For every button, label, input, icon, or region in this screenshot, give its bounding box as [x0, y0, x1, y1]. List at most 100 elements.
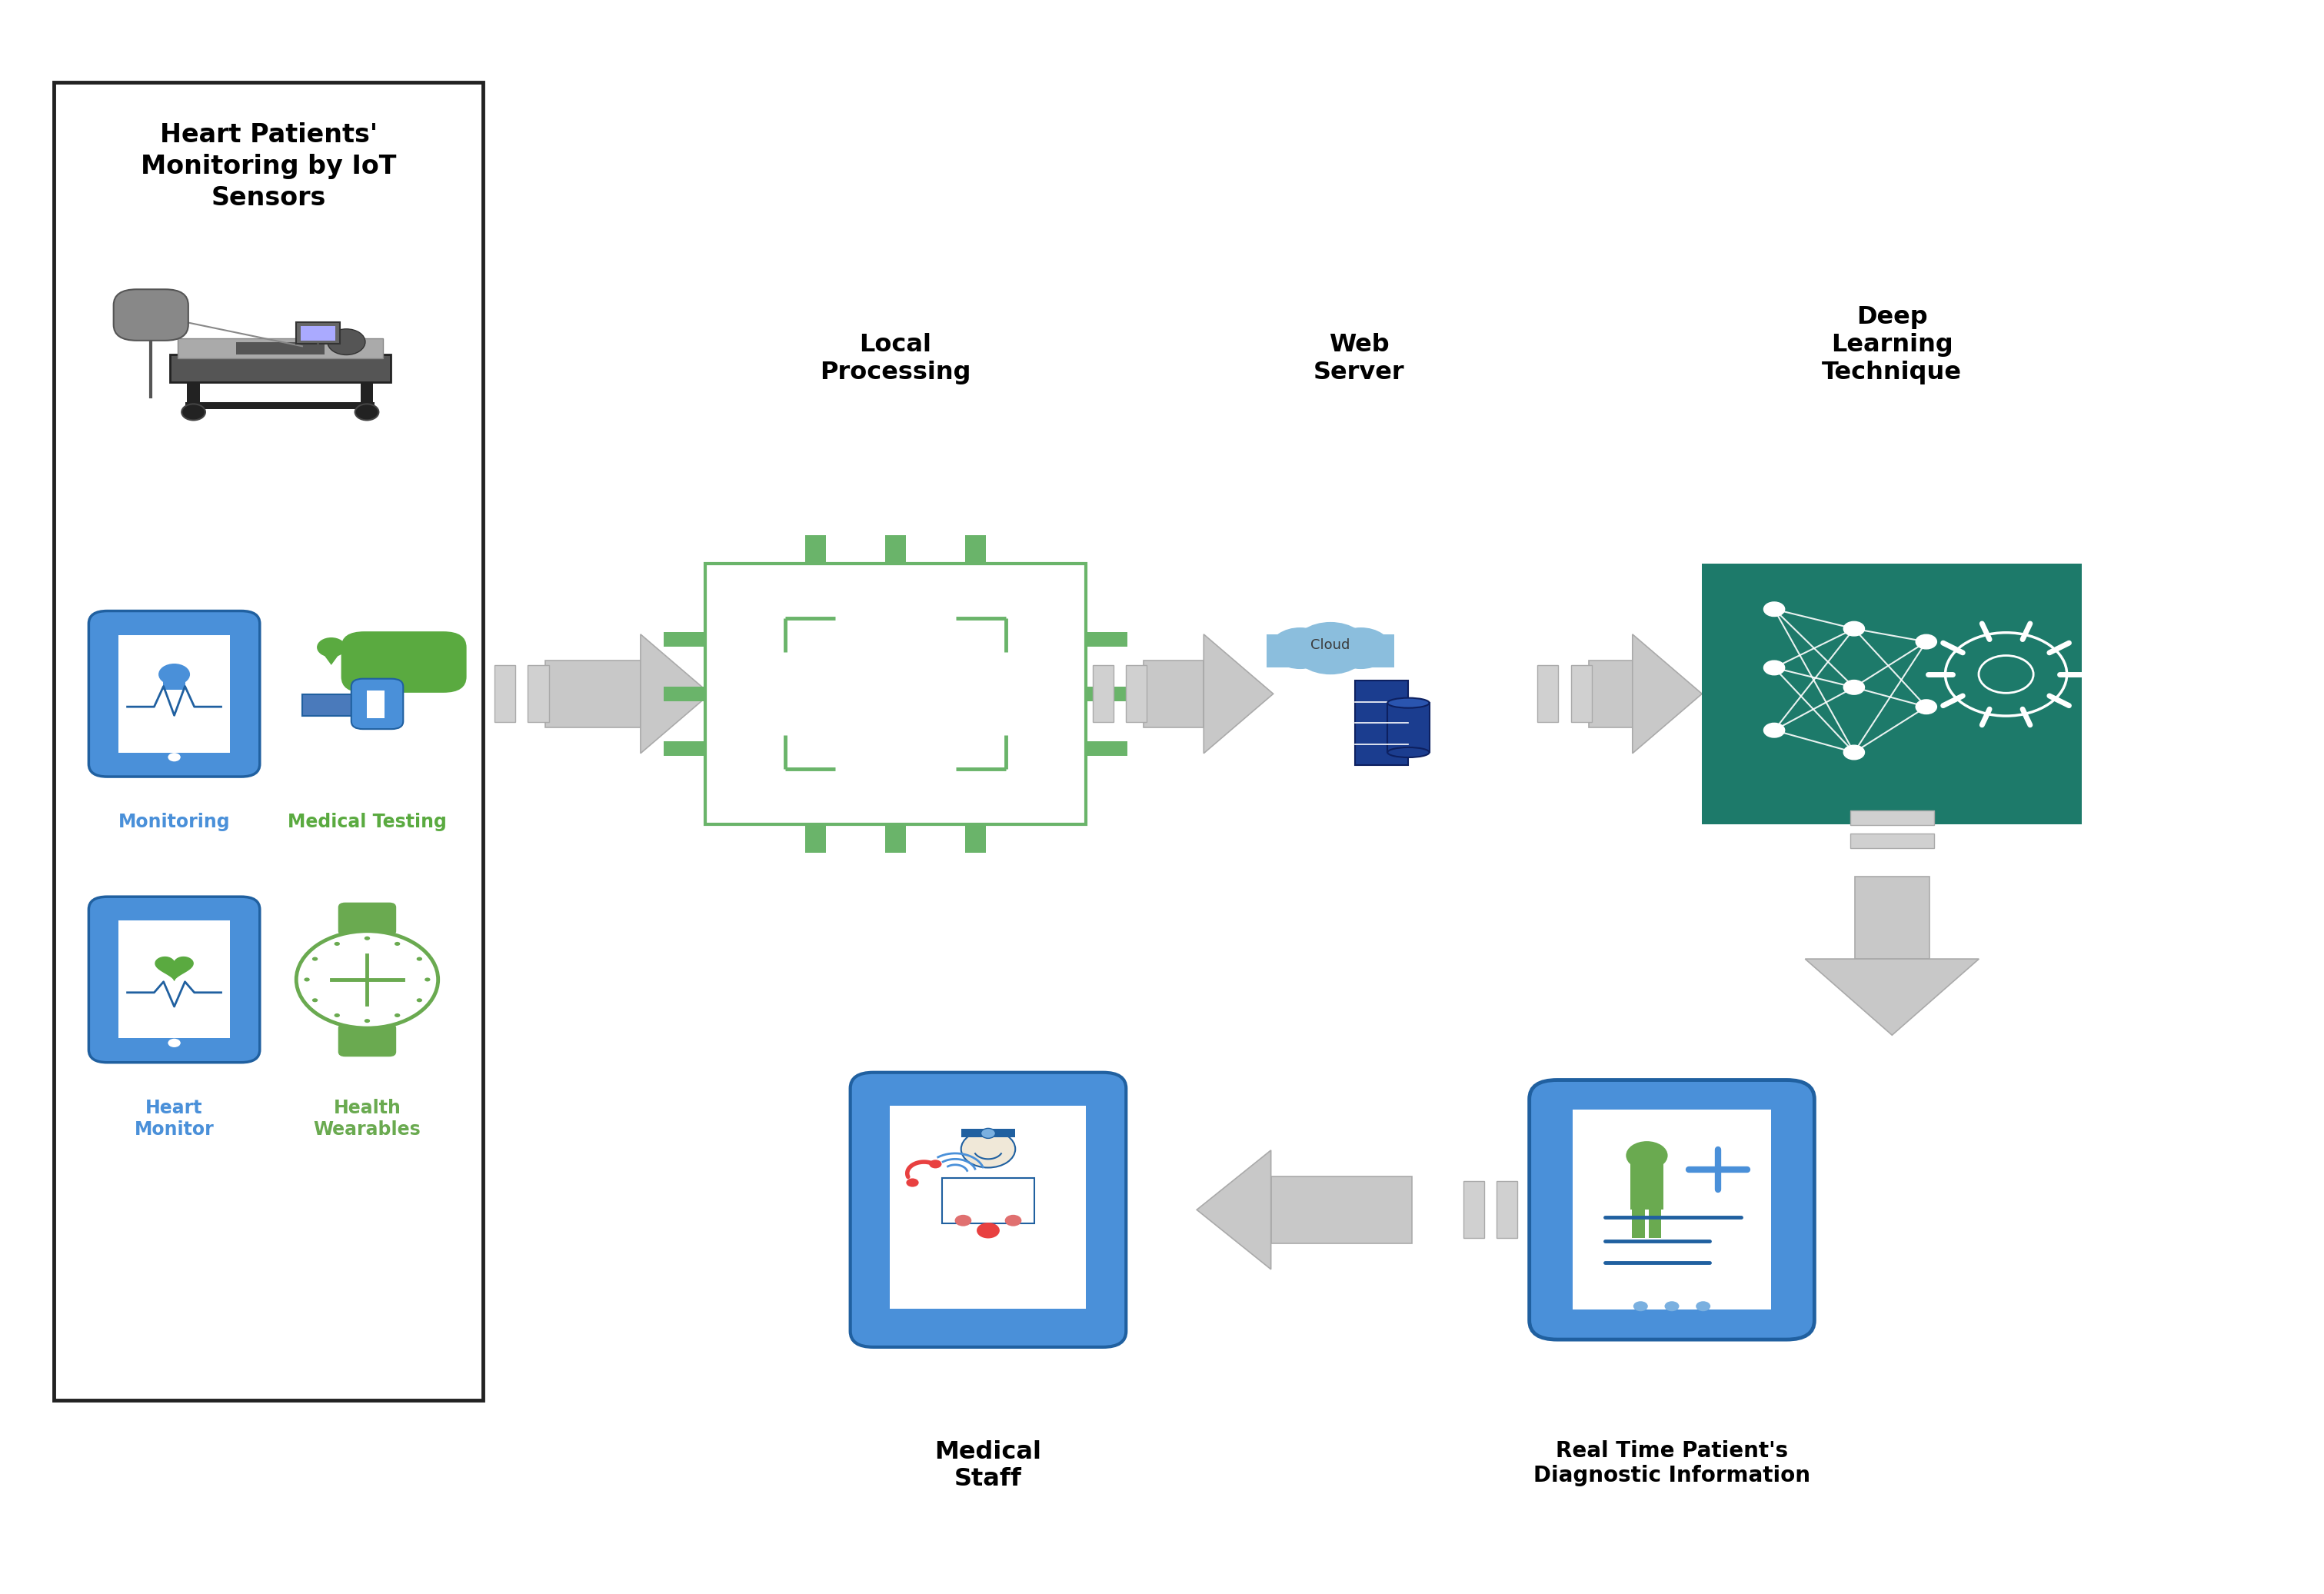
Circle shape — [1292, 622, 1369, 674]
Bar — [186, 402, 374, 408]
Circle shape — [365, 1019, 370, 1023]
Circle shape — [311, 998, 318, 1003]
Bar — [367, 690, 383, 719]
Bar — [1850, 811, 1934, 826]
Circle shape — [335, 942, 339, 945]
Circle shape — [295, 931, 439, 1028]
Polygon shape — [641, 634, 711, 754]
Bar — [495, 665, 516, 722]
Bar — [1497, 1181, 1518, 1239]
FancyBboxPatch shape — [114, 290, 188, 341]
Bar — [1085, 631, 1127, 646]
FancyBboxPatch shape — [88, 611, 260, 776]
Bar — [1850, 834, 1934, 848]
Circle shape — [1843, 681, 1864, 695]
Bar — [188, 383, 200, 413]
Bar — [53, 83, 483, 1400]
Circle shape — [167, 1039, 181, 1047]
Bar — [1092, 665, 1113, 722]
Circle shape — [383, 641, 402, 654]
Text: Medical Testing: Medical Testing — [288, 813, 446, 832]
Circle shape — [365, 641, 383, 654]
Circle shape — [1329, 628, 1392, 669]
Circle shape — [328, 328, 365, 355]
Circle shape — [981, 1129, 995, 1138]
Circle shape — [167, 752, 181, 762]
Bar — [706, 564, 1085, 824]
Text: Cloud: Cloud — [1311, 639, 1350, 652]
Bar — [546, 660, 641, 727]
Circle shape — [976, 1223, 999, 1239]
Circle shape — [930, 1160, 941, 1168]
Bar — [1650, 1207, 1662, 1239]
Polygon shape — [321, 649, 342, 665]
FancyBboxPatch shape — [941, 1178, 1034, 1223]
Bar — [964, 536, 985, 564]
Bar — [528, 665, 548, 722]
Circle shape — [1634, 1301, 1648, 1312]
FancyBboxPatch shape — [416, 638, 465, 666]
Bar — [1631, 1207, 1645, 1239]
Bar — [964, 824, 985, 853]
Bar — [665, 631, 706, 646]
Circle shape — [311, 956, 318, 961]
FancyBboxPatch shape — [351, 679, 402, 728]
Circle shape — [1843, 746, 1864, 760]
FancyBboxPatch shape — [890, 1106, 1085, 1309]
Circle shape — [402, 641, 421, 654]
Circle shape — [356, 403, 379, 421]
FancyBboxPatch shape — [1529, 1081, 1815, 1339]
Circle shape — [1697, 1301, 1710, 1312]
Polygon shape — [1631, 634, 1701, 754]
Bar — [1267, 634, 1394, 668]
FancyBboxPatch shape — [119, 921, 230, 1038]
Circle shape — [955, 1215, 971, 1226]
Bar — [1629, 1160, 1664, 1210]
Bar — [237, 341, 325, 355]
Bar — [665, 741, 706, 756]
Bar — [1587, 660, 1631, 727]
Text: Monitoring: Monitoring — [119, 813, 230, 832]
Circle shape — [304, 977, 309, 982]
Polygon shape — [1204, 634, 1274, 754]
Circle shape — [1843, 622, 1864, 636]
Text: Deep
Learning
Technique: Deep Learning Technique — [1822, 306, 1961, 384]
Bar — [1271, 1176, 1413, 1243]
Text: Real Time Patient's
Diagnostic Information: Real Time Patient's Diagnostic Informati… — [1534, 1439, 1810, 1487]
Circle shape — [962, 1130, 1016, 1168]
Bar — [1125, 665, 1146, 722]
Polygon shape — [1197, 1151, 1271, 1269]
FancyBboxPatch shape — [302, 695, 358, 716]
Bar — [295, 322, 339, 344]
Circle shape — [1627, 1141, 1669, 1170]
Bar — [1355, 681, 1408, 765]
Circle shape — [1664, 1301, 1680, 1312]
Circle shape — [1004, 1215, 1023, 1226]
Bar — [804, 536, 825, 564]
Bar — [1085, 741, 1127, 756]
Circle shape — [1764, 660, 1785, 674]
Circle shape — [425, 977, 430, 982]
Text: Web
Server: Web Server — [1313, 333, 1404, 384]
Text: Health
Wearables: Health Wearables — [314, 1098, 421, 1138]
Bar — [885, 536, 906, 564]
Circle shape — [395, 1014, 400, 1017]
Bar — [1387, 703, 1429, 752]
FancyBboxPatch shape — [851, 1073, 1127, 1347]
Ellipse shape — [1387, 698, 1429, 708]
Ellipse shape — [1387, 748, 1429, 757]
Circle shape — [353, 652, 376, 668]
Circle shape — [416, 998, 423, 1003]
Bar — [804, 824, 825, 853]
FancyBboxPatch shape — [170, 355, 390, 383]
Polygon shape — [1806, 960, 1980, 1035]
Circle shape — [316, 638, 346, 657]
Circle shape — [421, 641, 442, 654]
Text: Heart
Monitor: Heart Monitor — [135, 1098, 214, 1138]
Circle shape — [365, 936, 370, 940]
Text: Medical
Staff: Medical Staff — [934, 1439, 1041, 1492]
FancyBboxPatch shape — [342, 631, 467, 693]
Polygon shape — [156, 956, 193, 980]
Bar — [360, 383, 374, 413]
Bar — [665, 687, 706, 701]
